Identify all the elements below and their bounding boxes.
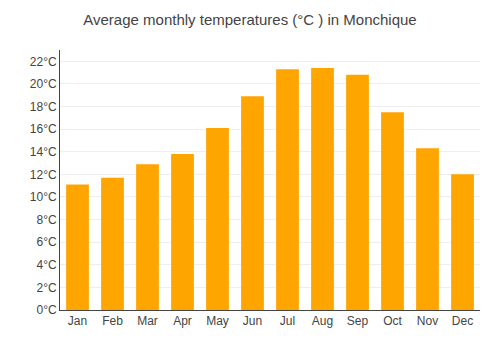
svg-text:Apr: Apr — [173, 314, 192, 328]
svg-text:Dec: Dec — [452, 314, 473, 328]
svg-text:6°C: 6°C — [36, 235, 56, 249]
svg-text:4°C: 4°C — [36, 258, 56, 272]
svg-text:Nov: Nov — [417, 314, 438, 328]
svg-text:Feb: Feb — [102, 314, 123, 328]
svg-text:Oct: Oct — [383, 314, 402, 328]
svg-text:2°C: 2°C — [36, 281, 56, 295]
svg-text:Jul: Jul — [280, 314, 295, 328]
svg-text:Sep: Sep — [347, 314, 369, 328]
svg-text:14°C: 14°C — [30, 145, 57, 159]
svg-text:22°C: 22°C — [30, 55, 57, 69]
svg-text:0°C: 0°C — [36, 303, 56, 317]
svg-text:Jan: Jan — [68, 314, 87, 328]
svg-text:Aug: Aug — [312, 314, 333, 328]
svg-text:20°C: 20°C — [30, 77, 57, 91]
svg-text:Average monthly temperatures (: Average monthly temperatures (°C ) in Mo… — [83, 11, 416, 28]
svg-text:16°C: 16°C — [30, 122, 57, 136]
svg-text:8°C: 8°C — [36, 213, 56, 227]
svg-text:18°C: 18°C — [30, 100, 57, 114]
svg-text:Mar: Mar — [137, 314, 158, 328]
svg-text:May: May — [206, 314, 229, 328]
svg-text:10°C: 10°C — [30, 190, 57, 204]
svg-text:12°C: 12°C — [30, 168, 57, 182]
svg-text:Jun: Jun — [243, 314, 262, 328]
